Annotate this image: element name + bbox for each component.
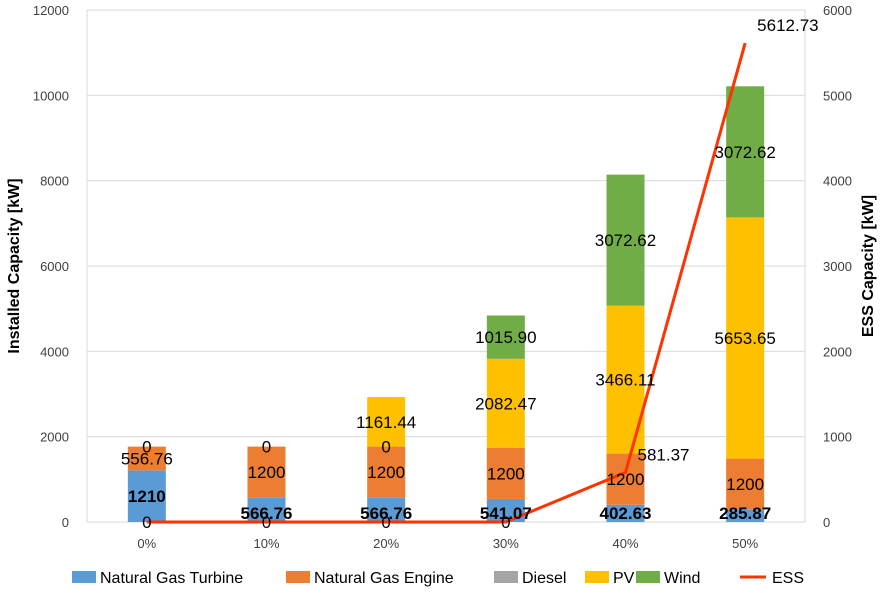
y-tick-label: 4000	[40, 344, 69, 359]
bar-natural-gas-turbine	[247, 497, 286, 522]
data-label-engine: 1200	[726, 475, 764, 494]
legend-swatch-diesel	[494, 571, 518, 583]
y-tick-label: 2000	[40, 430, 69, 445]
data-label-diesel: 0	[142, 438, 151, 457]
bar-natural-gas-engine	[486, 447, 525, 499]
data-label-diesel: 0	[381, 438, 390, 457]
data-label-engine: 556.76	[121, 449, 173, 468]
y-tick-label: 8000	[40, 174, 69, 189]
data-label-turbine: 566.76	[241, 504, 293, 523]
y2-tick-label: 5000	[823, 88, 852, 103]
data-label-engine: 1200	[607, 470, 645, 489]
y-tick-label: 0	[62, 515, 69, 530]
y-axis-title: Installed Capacity [kW]	[6, 178, 23, 353]
data-label-ess: 5612.73	[757, 16, 818, 35]
x-tick-label: 40%	[612, 536, 638, 551]
legend-swatch-wind	[636, 571, 660, 583]
y2-tick-label: 6000	[823, 3, 852, 18]
legend-label-diesel: Diesel	[522, 570, 566, 587]
legend-label-pv: PV	[613, 570, 635, 587]
y2-axis-ticks: 0 1000 2000 3000 4000 5000 6000	[823, 3, 852, 530]
y-tick-label: 12000	[33, 3, 69, 18]
data-label-wind: 3072.62	[595, 231, 656, 250]
ess-line-path	[146, 42, 747, 524]
x-tick-label: 20%	[373, 536, 399, 551]
data-label-engine: 1200	[487, 464, 525, 483]
data-label-turbine: 1210	[128, 487, 166, 506]
data-label-turbine: 541.07	[480, 504, 532, 523]
x-tick-label: 50%	[732, 536, 758, 551]
y2-tick-label: 1000	[823, 430, 852, 445]
x-axis-ticks: 0% 10% 20% 30% 40% 50%	[137, 536, 758, 551]
bar-pv	[486, 358, 525, 448]
data-labels: 1210556.760566.7612000566.76120001161.44…	[121, 16, 819, 532]
data-label-pv: 1161.44	[356, 413, 416, 432]
y-axis-ticks: 0 2000 4000 6000 8000 10000 12000	[33, 3, 69, 530]
legend-swatch-pv	[585, 571, 609, 583]
legend-swatch-natural-gas-engine	[286, 571, 310, 583]
legend-label-ess: ESS	[772, 570, 804, 587]
x-tick-label: 30%	[493, 536, 519, 551]
legend-swatch-natural-gas-turbine	[72, 571, 96, 583]
data-label-wind: 1015.90	[475, 328, 536, 347]
y-tick-label: 6000	[40, 259, 69, 274]
bar-natural-gas-engine	[367, 446, 406, 498]
data-label-pv: 2082.47	[475, 394, 536, 413]
y2-tick-label: 0	[823, 515, 830, 530]
legend-label-wind: Wind	[664, 570, 700, 587]
data-label-turbine: 402.63	[600, 504, 652, 523]
bar-natural-gas-turbine	[726, 509, 765, 522]
bar-natural-gas-turbine	[606, 504, 645, 522]
data-label-ess: 581.37	[638, 445, 690, 464]
bar-wind	[726, 86, 765, 218]
data-label-ess: 0	[262, 513, 271, 532]
data-label-pv: 5653.65	[714, 329, 775, 348]
legend-label-natural-gas-engine: Natural Gas Engine	[314, 570, 454, 587]
data-label-ess: 0	[381, 513, 390, 532]
bar-natural-gas-engine	[247, 446, 286, 498]
bar-pv	[726, 217, 765, 459]
data-label-ess: 0	[142, 513, 151, 532]
y2-axis-title: ESS Capacity [kW]	[860, 195, 877, 337]
stacked-bars	[127, 86, 765, 522]
bar-wind	[486, 315, 525, 359]
x-tick-label: 0%	[137, 536, 156, 551]
bar-natural-gas-turbine	[367, 497, 406, 522]
ess-line	[146, 42, 747, 524]
data-label-turbine: 285.87	[719, 504, 771, 523]
bar-natural-gas-turbine	[127, 470, 166, 522]
y2-tick-label: 2000	[823, 344, 852, 359]
data-label-diesel: 0	[262, 438, 271, 457]
bar-natural-gas-turbine	[486, 498, 525, 522]
data-label-wind: 3072.62	[714, 143, 775, 162]
y-tick-label: 10000	[33, 88, 69, 103]
data-label-ess: 0	[501, 513, 510, 532]
data-label-engine: 1200	[367, 463, 405, 482]
y2-tick-label: 4000	[823, 174, 852, 189]
legend: Natural Gas Turbine Natural Gas Engine Die…	[72, 570, 804, 587]
y2-tick-label: 3000	[823, 259, 852, 274]
legend-label-natural-gas-turbine: Natural Gas Turbine	[100, 570, 243, 587]
bar-natural-gas-engine	[726, 458, 765, 510]
x-tick-label: 10%	[253, 536, 279, 551]
bar-natural-gas-engine	[127, 446, 166, 471]
bar-wind	[606, 174, 645, 306]
data-label-engine: 1200	[248, 463, 286, 482]
bar-pv	[367, 397, 406, 447]
data-label-pv: 3466.11	[595, 371, 655, 390]
data-label-turbine: 566.76	[360, 504, 412, 523]
